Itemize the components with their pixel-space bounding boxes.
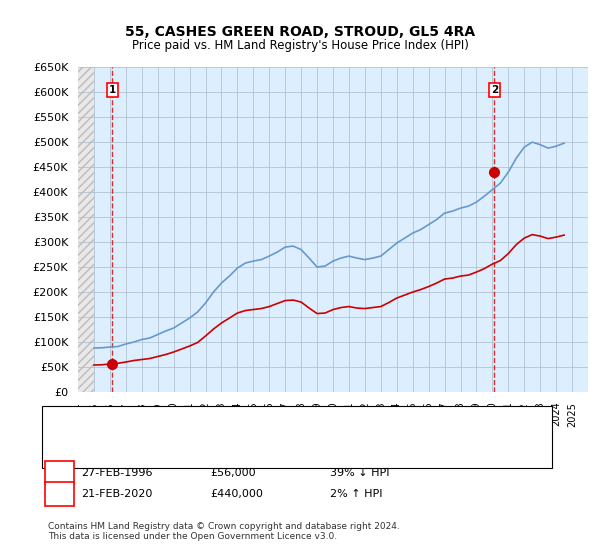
Text: ─────: ─────: [54, 414, 91, 428]
Text: 2: 2: [491, 85, 498, 95]
Text: £56,000: £56,000: [210, 468, 256, 478]
Text: 39% ↓ HPI: 39% ↓ HPI: [330, 468, 389, 478]
Bar: [78, 67, 94, 392]
Text: Contains HM Land Registry data © Crown copyright and database right 2024.
This d: Contains HM Land Registry data © Crown c…: [48, 522, 400, 542]
Text: 1: 1: [56, 468, 63, 478]
Text: 21-FEB-2020: 21-FEB-2020: [81, 489, 152, 499]
Text: 1: 1: [109, 85, 116, 95]
Text: Price paid vs. HM Land Registry's House Price Index (HPI): Price paid vs. HM Land Registry's House …: [131, 39, 469, 52]
Text: 2% ↑ HPI: 2% ↑ HPI: [330, 489, 383, 499]
Text: ─────: ─────: [54, 436, 91, 449]
Text: 55, CASHES GREEN ROAD, STROUD, GL5 4RA (detached house): 55, CASHES GREEN ROAD, STROUD, GL5 4RA (…: [102, 416, 433, 426]
Text: HPI: Average price, detached house, Stroud: HPI: Average price, detached house, Stro…: [102, 437, 329, 447]
Text: £440,000: £440,000: [210, 489, 263, 499]
Text: 55, CASHES GREEN ROAD, STROUD, GL5 4RA: 55, CASHES GREEN ROAD, STROUD, GL5 4RA: [125, 25, 475, 39]
Text: 2: 2: [56, 489, 63, 499]
Text: 27-FEB-1996: 27-FEB-1996: [81, 468, 152, 478]
